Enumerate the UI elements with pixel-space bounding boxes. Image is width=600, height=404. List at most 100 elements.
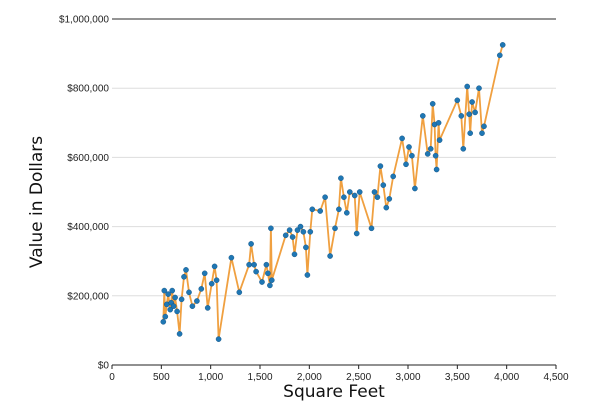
x-tick-label: 4,000 (494, 372, 519, 383)
data-point (170, 303, 177, 310)
x-tick-label: 500 (153, 372, 170, 383)
data-point (406, 144, 412, 150)
grid-lines (112, 18, 556, 297)
data-point (267, 282, 273, 289)
data-point (464, 83, 471, 90)
data-point (236, 289, 243, 296)
data-point (186, 289, 192, 296)
data-point (419, 113, 426, 119)
data-point (454, 97, 461, 104)
data-point (246, 261, 252, 268)
data-point (265, 270, 271, 277)
data-point (467, 130, 474, 136)
data-point (259, 279, 265, 285)
data-point (300, 228, 307, 235)
x-tick-label: 0 (109, 372, 115, 383)
data-point (268, 225, 274, 232)
data-point (161, 287, 168, 294)
x-tick-label: 1,500 (247, 372, 272, 383)
data-point (479, 130, 485, 136)
data-point (253, 268, 259, 275)
data-point (304, 272, 311, 278)
data-point (481, 123, 487, 130)
data-point (204, 305, 211, 311)
y-axis: $0 $200,000 $400,000 $600,000 $800,000 $1,000… (59, 15, 109, 372)
data-point (343, 209, 350, 216)
data-point (167, 306, 173, 313)
data-point (496, 52, 503, 59)
data-point (208, 280, 215, 287)
data-point (466, 111, 473, 117)
data-point (286, 227, 293, 233)
data-point (368, 225, 375, 232)
data-point (476, 85, 482, 91)
data-point (268, 277, 275, 284)
data-point (377, 163, 384, 169)
x-axis: 0 500 1,000 1,500 2,000 2,500 3,000 3,500 4,000 4… (109, 365, 569, 383)
data-point (248, 241, 254, 247)
data-point (399, 135, 405, 142)
data-point (289, 234, 296, 240)
x-tick-label: 2,500 (346, 372, 371, 383)
data-point (211, 263, 218, 270)
data-point (282, 232, 289, 239)
data-point (176, 331, 183, 337)
x-tick-label: 2,000 (297, 372, 322, 383)
series-line (162, 44, 504, 340)
data-point (351, 192, 358, 199)
data-point (251, 261, 257, 268)
data-point (469, 99, 475, 105)
x-tick-label: 3,000 (395, 372, 420, 383)
data-point (297, 223, 304, 230)
data-point (429, 101, 436, 107)
data-point (174, 308, 180, 315)
y-tick-label: $400,000 (67, 222, 109, 233)
data-point (460, 145, 467, 152)
y-tick-label: $0 (98, 361, 110, 372)
y-tick-label: $600,000 (67, 153, 109, 164)
x-tick-label: 3,500 (445, 372, 470, 383)
data-point (346, 189, 353, 195)
data-point (390, 173, 397, 180)
data-point (432, 152, 439, 159)
data-point (169, 287, 175, 294)
data-point (386, 196, 393, 202)
data-point (165, 291, 171, 297)
data-point (291, 251, 298, 258)
data-point (198, 286, 205, 292)
data-point (213, 277, 220, 284)
data-point (472, 109, 478, 116)
data-point (178, 296, 185, 303)
data-point (307, 228, 314, 235)
data-point (263, 261, 270, 268)
data-point (356, 189, 363, 195)
data-point (383, 204, 390, 211)
data-point (433, 166, 440, 173)
data-point (353, 230, 360, 237)
data-point (181, 273, 187, 280)
data-point (228, 254, 235, 261)
data-point (371, 189, 378, 195)
data-point (409, 152, 415, 159)
data-point (162, 313, 169, 320)
data-point (215, 336, 222, 342)
data-points (160, 42, 506, 342)
data-point (403, 161, 409, 168)
data-point (424, 151, 431, 157)
data-point (317, 208, 324, 214)
data-point (412, 185, 418, 192)
data-point (332, 225, 338, 232)
y-tick-label: $200,000 (67, 291, 109, 302)
data-point (380, 182, 387, 188)
data-point (499, 42, 506, 48)
data-point (160, 318, 167, 325)
data-point (341, 194, 347, 200)
data-point (458, 113, 465, 119)
data-point (436, 137, 443, 143)
data-point (201, 270, 208, 277)
y-tick-label: $1,000,000 (59, 15, 109, 26)
y-axis-title: Value in Dollars (27, 136, 47, 268)
x-tick-label: 4,500 (543, 372, 568, 383)
data-point (336, 206, 342, 213)
